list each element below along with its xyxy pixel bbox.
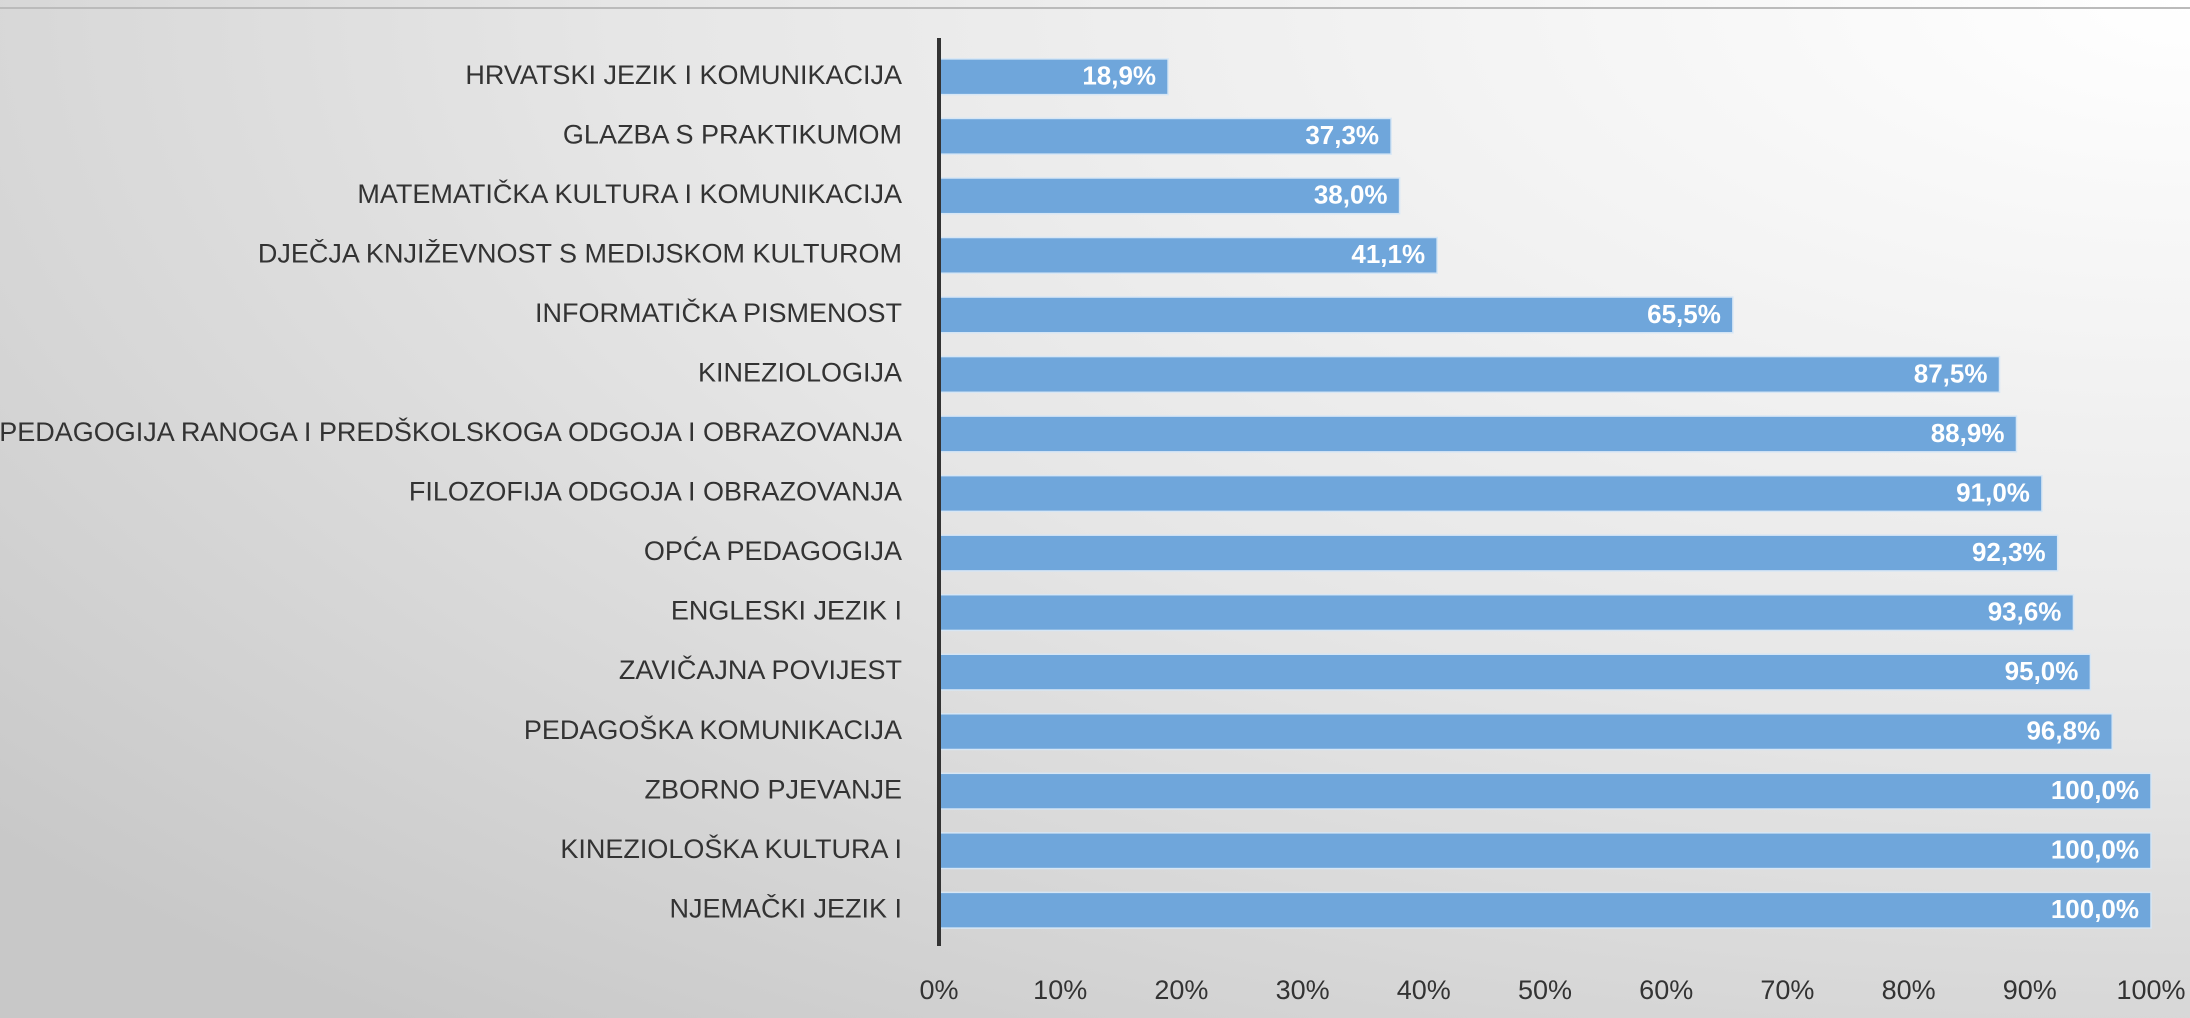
data-label: 18,9% xyxy=(1082,61,1156,91)
data-label: 95,0% xyxy=(2005,656,2079,686)
data-label: 96,8% xyxy=(2026,716,2100,746)
y-tick-label: HRVATSKI JEZIK I KOMUNIKACIJA xyxy=(465,60,902,90)
y-tick-label: KINEZIOLOGIJA xyxy=(698,358,902,388)
data-label: 100,0% xyxy=(2051,894,2139,924)
data-label: 65,5% xyxy=(1647,299,1721,329)
x-tick-label: 90% xyxy=(2003,975,2057,1005)
y-tick-label: OPĆA PEDAGOGIJA xyxy=(644,535,902,566)
y-tick-label: GLAZBA S PRAKTIKUMOM xyxy=(563,119,902,149)
data-label: 92,3% xyxy=(1972,537,2046,567)
bar xyxy=(938,296,1734,334)
data-label: 87,5% xyxy=(1914,358,1988,388)
x-tick-label: 30% xyxy=(1276,975,1330,1005)
x-tick-label: 40% xyxy=(1397,975,1451,1005)
bar xyxy=(938,117,1392,155)
x-tick-label: 100% xyxy=(2116,975,2185,1005)
bar xyxy=(938,355,2001,394)
data-label: 37,3% xyxy=(1305,120,1379,150)
y-tick-label: PEDAGOŠKA KOMUNIKACIJA xyxy=(524,714,902,745)
y-tick-label: KINEZIOLOŠKA KULTURA I xyxy=(560,833,902,864)
bar xyxy=(938,891,2152,929)
x-tick-label: 20% xyxy=(1154,975,1208,1005)
y-tick-label: FILOZOFIJA ODGOJA I OBRAZOVANJA xyxy=(409,477,902,507)
bar xyxy=(938,177,1401,215)
data-label: 88,9% xyxy=(1931,418,2005,448)
bar xyxy=(938,415,2018,453)
y-tick-label: ENGLESKI JEZIK I xyxy=(671,596,902,626)
bar xyxy=(938,593,2075,632)
bar xyxy=(938,58,1169,96)
data-label: 100,0% xyxy=(2051,775,2139,805)
x-tick-label: 70% xyxy=(1760,975,1814,1005)
x-tick-label: 10% xyxy=(1033,975,1087,1005)
x-tick-label: 60% xyxy=(1639,975,1693,1005)
bar xyxy=(938,653,2092,691)
data-label: 100,0% xyxy=(2051,835,2139,865)
data-label: 93,6% xyxy=(1988,596,2062,626)
bar xyxy=(938,474,2043,513)
bar xyxy=(938,832,2152,870)
y-tick-label: DJEČJA KNJIŽEVNOST S MEDIJSKOM KULTUROM xyxy=(258,237,902,268)
x-tick-label: 50% xyxy=(1518,975,1572,1005)
data-label: 91,0% xyxy=(1956,477,2030,507)
bar xyxy=(938,772,2152,810)
y-tick-label: INFORMATIČKA PISMENOST xyxy=(535,297,902,328)
y-tick-label: NJEMAČKI JEZIK I xyxy=(669,892,902,923)
x-tick-label: 80% xyxy=(1882,975,1936,1005)
y-tick-label: ZBORNO PJEVANJE xyxy=(644,774,902,804)
data-label: 38,0% xyxy=(1314,180,1388,210)
y-tick-label: ZAVIČAJNA POVIJEST xyxy=(619,654,902,685)
y-tick-label: MATEMATIČKA KULTURA I KOMUNIKACIJA xyxy=(357,178,902,209)
bar xyxy=(938,713,2113,751)
data-label: 41,1% xyxy=(1351,239,1425,269)
x-tick-label: 0% xyxy=(919,975,958,1005)
y-tick-label: PEDAGOGIJA RANOGA I PREDŠKOLSKOGA ODGOJA… xyxy=(0,416,902,447)
bar xyxy=(938,534,2059,572)
